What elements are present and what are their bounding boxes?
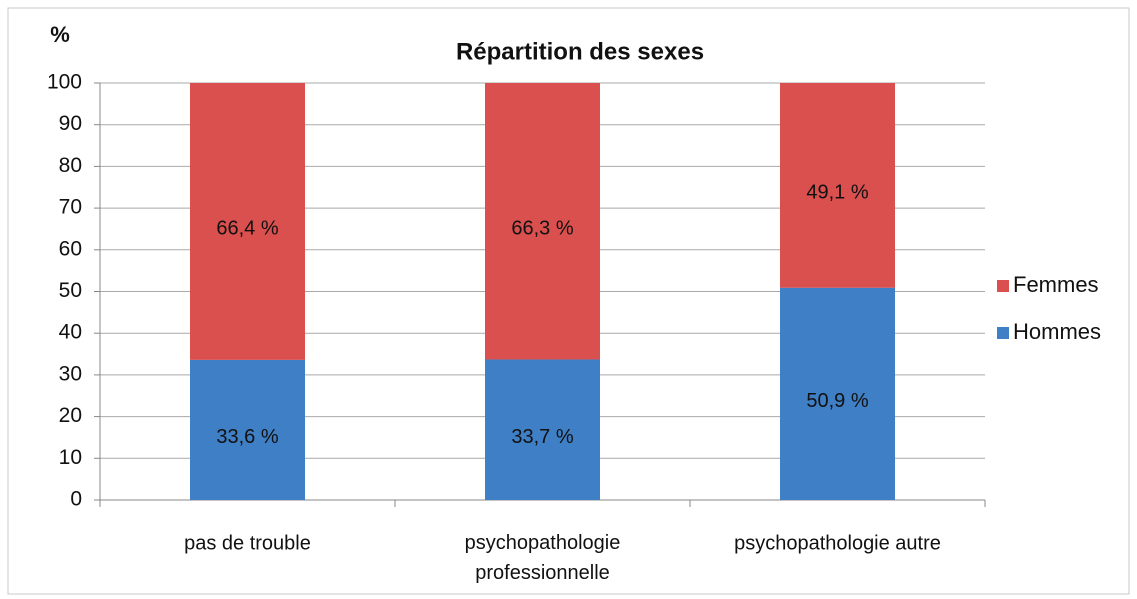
legend-label: Hommes (1013, 319, 1101, 344)
y-tick-label: 50 (59, 279, 82, 302)
y-tick-label: 30 (59, 362, 82, 385)
value-label: 50,9 % (806, 390, 868, 412)
y-tick-label: 100 (47, 71, 82, 94)
value-label: 33,6 % (216, 426, 278, 448)
bar-segment (485, 83, 600, 360)
bar-segment (780, 83, 895, 288)
y-tick-label: 70 (59, 196, 82, 219)
x-tick-label: psychopathologie professionnelle (465, 532, 621, 584)
y-tick-label: 60 (59, 237, 82, 260)
x-tick-label: psychopathologie autre (734, 532, 941, 554)
chart-title: Répartition des sexes (456, 38, 704, 65)
value-label: 33,7 % (511, 426, 573, 448)
bar-segment (485, 359, 600, 500)
legend-marker (997, 327, 1009, 339)
y-tick-label: 20 (59, 404, 82, 427)
y-tick-label: 40 (59, 321, 82, 344)
value-label: 66,4 % (216, 218, 278, 240)
legend-marker (997, 280, 1009, 292)
y-tick-label: 90 (59, 112, 82, 135)
bar-segment (780, 287, 895, 500)
value-label: 49,1 % (806, 182, 868, 204)
y-tick-label: 0 (70, 488, 82, 511)
bar-segment (190, 83, 305, 360)
x-tick-label: pas de trouble (184, 532, 311, 554)
y-tick-label: 80 (59, 154, 82, 177)
y-axis-label: % (50, 22, 70, 47)
value-label: 66,3 % (511, 218, 573, 240)
bar-segment (190, 359, 305, 500)
legend-label: Femmes (1013, 272, 1099, 297)
y-tick-label: 10 (59, 446, 82, 469)
